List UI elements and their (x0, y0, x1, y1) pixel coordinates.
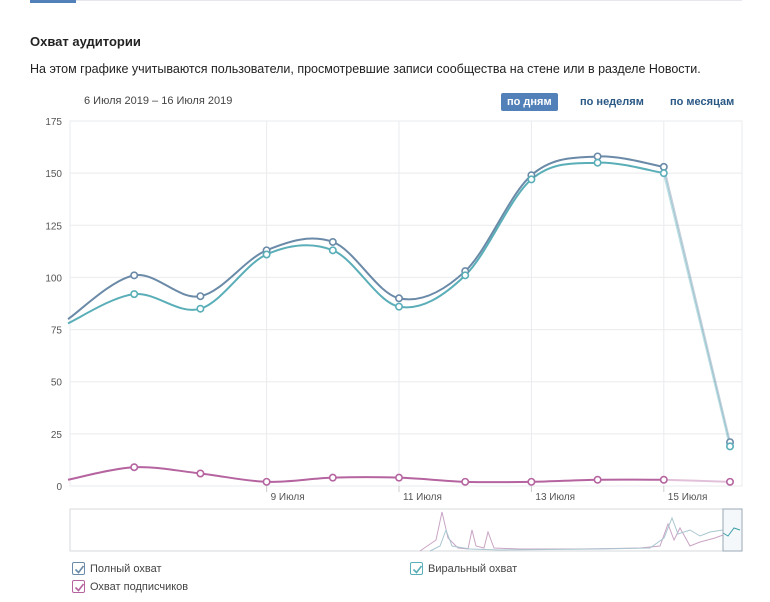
section-description: На этом графике учитываются пользователи… (30, 62, 701, 76)
y-tick-label: 100 (45, 273, 62, 284)
data-point (461, 477, 470, 486)
tab-bar-divider (30, 0, 742, 1)
date-range[interactable]: 6 Июля 2019 – 16 Июля 2019 (84, 95, 233, 107)
series-line-partial (662, 166, 731, 443)
data-point (196, 469, 205, 478)
data-point (394, 294, 403, 303)
data-point (394, 302, 403, 311)
series-line (67, 466, 664, 484)
data-point (659, 475, 668, 484)
series-line-partial (662, 172, 731, 447)
data-point (527, 175, 536, 184)
data-point (659, 169, 668, 178)
data-point (328, 246, 337, 255)
legend-viral-reach[interactable]: Виральный охват (410, 562, 517, 575)
range-navigator (69, 508, 743, 552)
series-line (67, 161, 664, 325)
y-tick-label: 75 (51, 326, 63, 337)
navigator-line (429, 516, 724, 552)
checkbox-viral-reach[interactable] (410, 562, 423, 575)
legend-full-reach[interactable]: Полный охват (72, 562, 162, 575)
active-tab-indicator[interactable] (30, 0, 76, 3)
data-point (593, 158, 602, 167)
checkbox-full-reach[interactable] (72, 562, 85, 575)
data-point (196, 292, 205, 301)
y-tick-label: 175 (45, 117, 62, 128)
series-line (67, 155, 664, 320)
data-point (527, 477, 536, 486)
data-point (593, 475, 602, 484)
data-point (130, 463, 139, 472)
checkbox-subscribers-reach[interactable] (72, 580, 85, 593)
chart-points (130, 152, 734, 486)
data-point (130, 271, 139, 280)
y-tick-label: 150 (45, 169, 62, 180)
data-point (130, 290, 139, 299)
navigator-line (419, 511, 724, 552)
y-tick-label: 50 (51, 378, 63, 389)
data-point (262, 250, 271, 259)
data-point (659, 162, 668, 171)
data-point (593, 152, 602, 161)
data-point (262, 477, 271, 486)
legend-subscribers-reach-label: Охват подписчиков (90, 580, 189, 593)
chart-lines (67, 155, 731, 484)
y-tick-label: 0 (56, 482, 62, 493)
legend-full-reach-label: Полный охват (90, 562, 162, 575)
chart-grid (69, 120, 743, 487)
data-point (328, 473, 337, 482)
data-point (394, 473, 403, 482)
data-point (328, 237, 337, 246)
period-months-button[interactable]: по месяцам (670, 96, 735, 108)
x-tick-label: 13 Июля (535, 492, 575, 503)
navigator-line (722, 527, 741, 537)
y-axis-ticks: 0 25 50 75 100 125 150 175 (45, 117, 62, 493)
data-point (725, 442, 734, 451)
legend-subscribers-reach[interactable]: Охват подписчиков (72, 580, 188, 593)
series-line-partial (663, 478, 731, 483)
x-tick-label: 11 Июля (403, 492, 442, 503)
period-days-button[interactable]: по дням (501, 93, 558, 111)
data-point (725, 477, 734, 486)
data-point (196, 304, 205, 313)
data-point (461, 271, 470, 280)
y-tick-label: 25 (51, 430, 63, 441)
y-tick-label: 125 (45, 221, 62, 232)
navigator-frame (69, 508, 743, 552)
section-title: Охват аудитории (30, 34, 141, 49)
navigator-selection (722, 508, 743, 552)
x-axis-ticks: 9 Июля 11 Июля 13 Июля 15 Июля (266, 486, 708, 503)
x-tick-label: 9 Июля (271, 492, 305, 503)
period-weeks-button[interactable]: по неделям (580, 96, 644, 108)
x-tick-label: 15 Июля (668, 492, 708, 503)
legend-viral-reach-label: Виральный охват (428, 562, 518, 575)
